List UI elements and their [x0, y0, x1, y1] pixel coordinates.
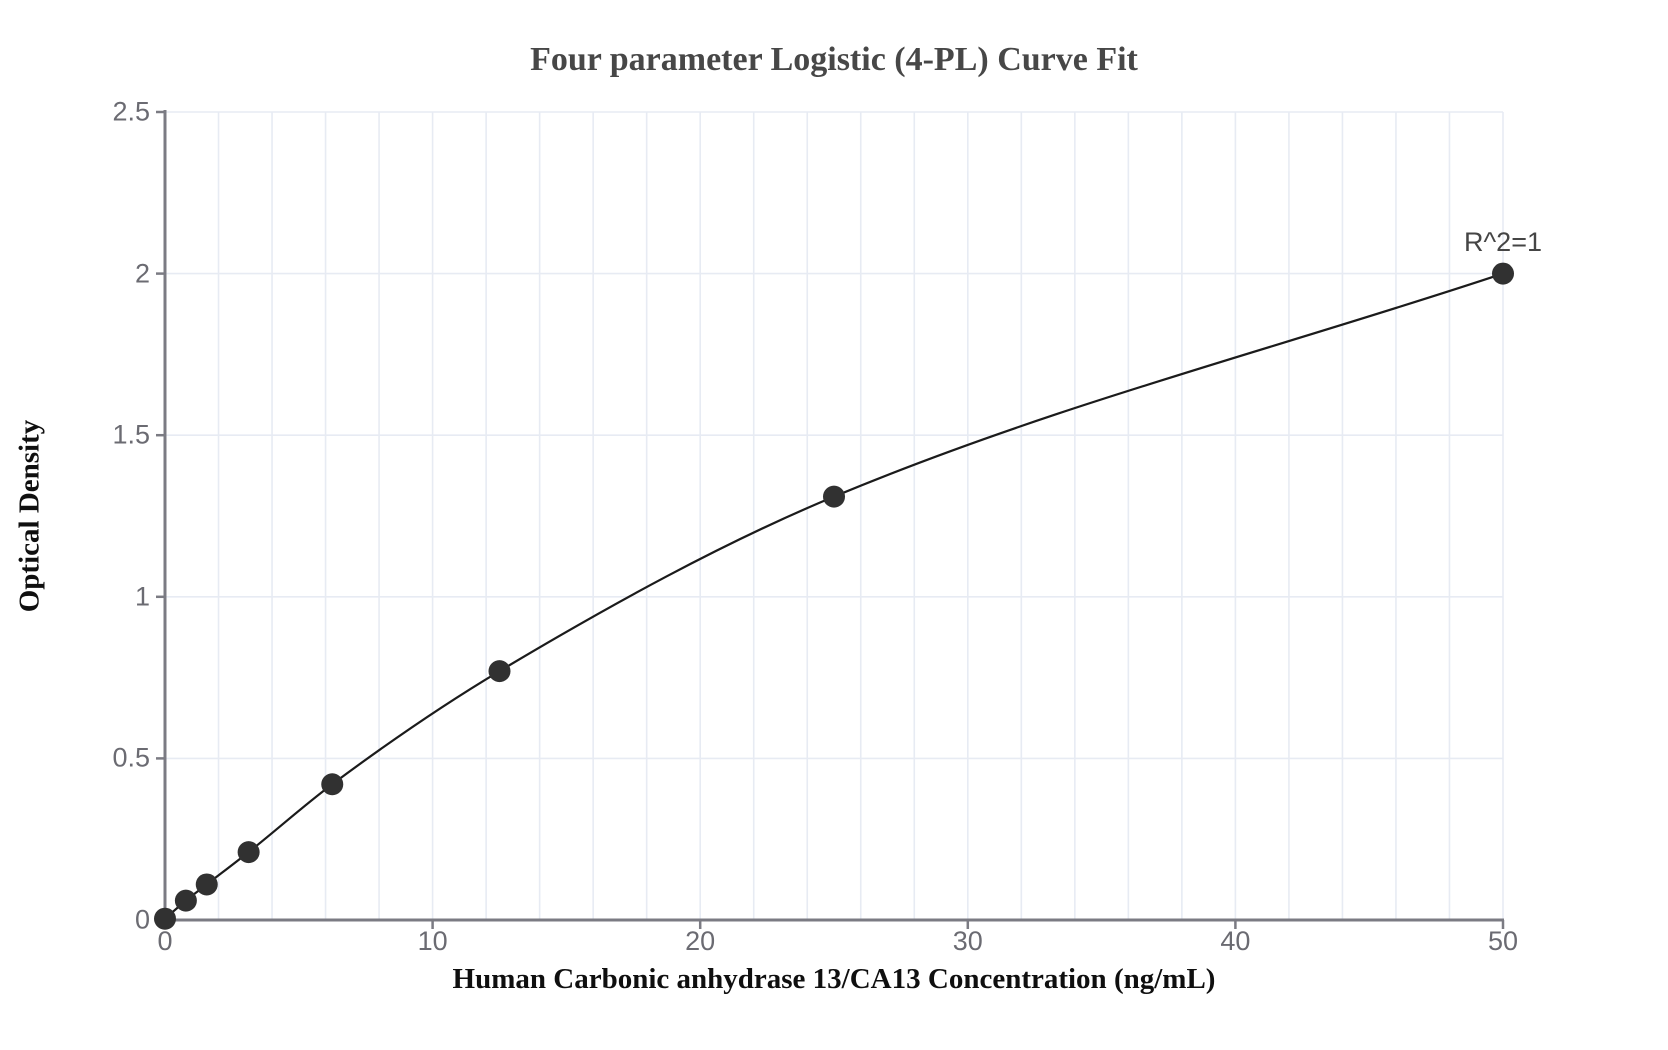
data-point: [1492, 262, 1514, 285]
y-tick-label: 1.5: [112, 419, 150, 450]
data-point: [154, 907, 176, 930]
x-tick-label: 20: [685, 926, 716, 956]
y-tick-label: 1: [134, 581, 150, 612]
x-tick-label: 0: [157, 926, 173, 956]
y-tick-label: 2: [134, 258, 150, 289]
data-point: [195, 873, 218, 896]
x-tick-label: 30: [952, 926, 983, 956]
data-point: [823, 485, 845, 508]
data-point: [174, 889, 197, 912]
x-tick-label: 40: [1220, 926, 1251, 956]
x-axis-label: Human Carbonic anhydrase 13/CA13 Concent…: [452, 963, 1216, 995]
data-point: [488, 660, 511, 683]
y-tick-label: 0.5: [112, 742, 150, 773]
x-tick-label: 50: [1487, 926, 1519, 956]
r-squared-annotation: R^2=1: [1464, 226, 1542, 257]
y-tick-label: 2.5: [112, 96, 150, 127]
chart-title: Four parameter Logistic (4-PL) Curve Fit: [530, 41, 1138, 78]
x-tick-label: 10: [417, 926, 448, 956]
data-point: [321, 773, 344, 796]
y-tick-label: 0: [134, 904, 150, 935]
data-point: [237, 841, 260, 864]
